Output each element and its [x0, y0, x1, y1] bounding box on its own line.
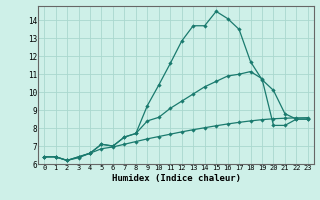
X-axis label: Humidex (Indice chaleur): Humidex (Indice chaleur) [111, 174, 241, 183]
